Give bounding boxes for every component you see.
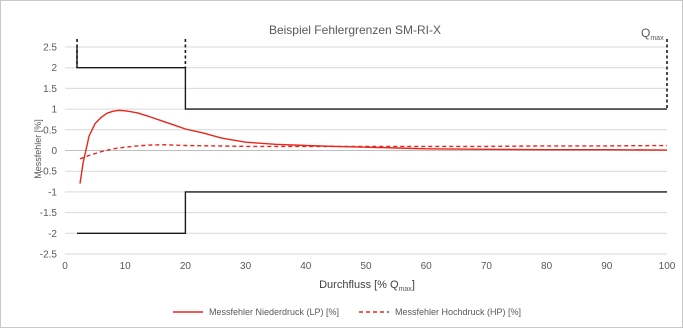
x-tick-label: 0 — [62, 261, 68, 272]
x-tick-label: 100 — [659, 261, 676, 272]
legend: Messfehler Niederdruck (LP) [%] Messfehle… — [173, 307, 521, 317]
series-line-lp — [79, 109, 668, 184]
y-tick-label: -2.5 — [40, 250, 58, 261]
y-tick-label: -2 — [48, 229, 57, 240]
chart-title: Beispiel Fehlergrenzen SM-RI-X — [269, 23, 441, 37]
x-tick-label: 10 — [120, 261, 132, 272]
x-tick-label: 20 — [180, 261, 192, 272]
lower-error-limit — [77, 191, 667, 235]
legend-label: Messfehler Niederdruck (LP) [%] — [209, 307, 339, 317]
y-tick-label: -1 — [48, 187, 57, 198]
upper-error-limit — [76, 47, 667, 110]
x-tick-label: 50 — [360, 261, 372, 272]
grid-lines — [65, 46, 667, 255]
x-tick-label: 90 — [601, 261, 613, 272]
x-tick-label: 40 — [300, 261, 312, 272]
x-tick-label: 70 — [481, 261, 493, 272]
y-tick-label: 0.5 — [43, 125, 57, 136]
series-lines — [79, 109, 668, 184]
series-line-hp — [79, 144, 668, 160]
y-axis-label: Messfehler [%] — [33, 119, 43, 179]
qmax-annotation: Qmax — [641, 26, 664, 42]
y-tick-labels: 2.5 2 1.5 1 0.5 0 -0.5 -1 -1.5 -2 -2.5 — [40, 43, 58, 261]
x-axis-label: Durchfluss [% Qmax] — [319, 279, 415, 293]
x-tick-labels: 0 10 20 30 40 50 60 70 80 90 100 — [62, 261, 676, 272]
y-tick-label: 2 — [51, 63, 57, 74]
error-limit-lines — [76, 39, 668, 235]
legend-label: Messfehler Hochdruck (HP) [%] — [395, 307, 521, 317]
y-tick-label: 0 — [51, 146, 57, 157]
y-tick-label: 1 — [51, 105, 57, 116]
x-tick-label: 30 — [240, 261, 252, 272]
x-tick-label: 60 — [421, 261, 433, 272]
x-tick-label: 80 — [541, 261, 553, 272]
y-tick-label: 1.5 — [43, 84, 57, 95]
y-tick-label: 2.5 — [43, 43, 57, 54]
y-tick-label: -1.5 — [40, 208, 58, 219]
y-tick-label: -0.5 — [40, 167, 58, 178]
